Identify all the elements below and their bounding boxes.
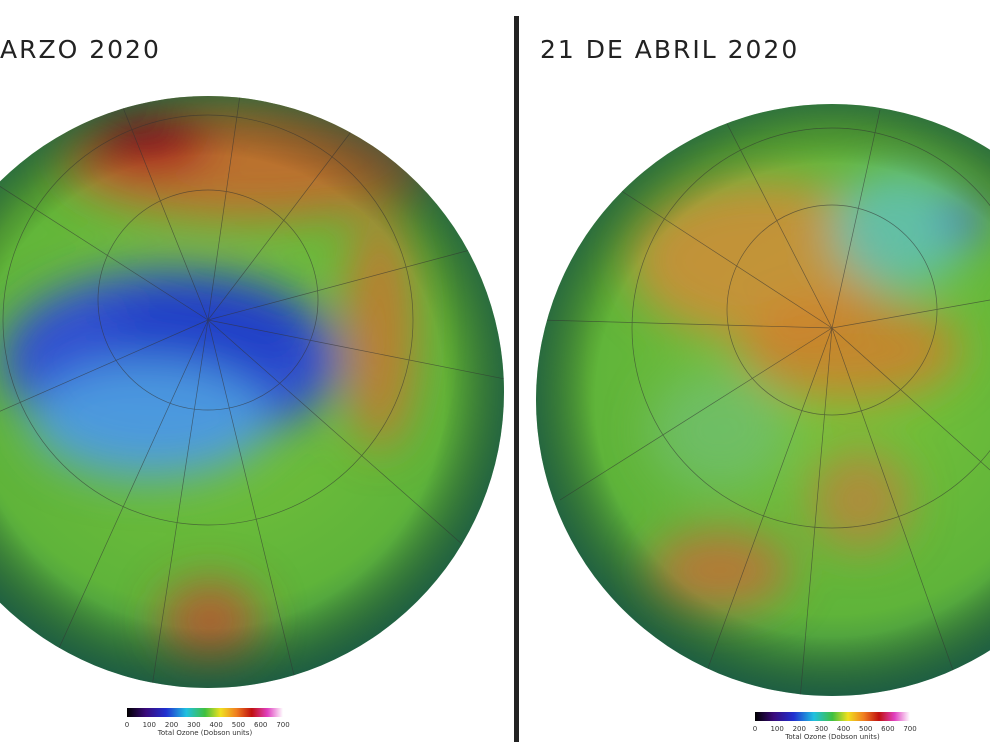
colorbar-tick: 100 [143,721,156,729]
colorbar-tick: 300 [187,721,200,729]
colorbar-tick: 700 [903,725,916,733]
panel-title: 21 DE ABRIL 2020 [540,35,799,64]
colorbar-tick: 600 [254,721,267,729]
colorbar-tick: 700 [276,721,289,729]
colorbar-gradient [755,712,910,721]
colorbar-tick: 400 [209,721,222,729]
colorbar: 0 100 200 300 400 500 600 700 Total Ozone (Dobso… [753,712,917,741]
globe-april [536,104,990,696]
colorbar-label: Total Ozone (Dobson units) [784,733,880,741]
colorbar-tick: 300 [815,725,828,733]
panel-title: ARZO 2020 [0,35,161,64]
divider [514,16,519,742]
colorbar-tick: 0 [125,721,129,729]
colorbar-tick: 100 [770,725,783,733]
colorbar-tick: 200 [165,721,178,729]
colorbar-tick: 0 [753,725,757,733]
colorbar-tick: 200 [793,725,806,733]
colorbar-tick: 400 [837,725,850,733]
colorbar-label: Total Ozone (Dobson units) [157,729,253,737]
globe-march [0,96,504,688]
colorbar-tick: 600 [881,725,894,733]
colorbar-gradient [127,708,283,717]
colorbar: 0 100 200 300 400 500 600 700 Total Ozone (Dobso… [125,708,290,737]
colorbar-tick: 500 [232,721,245,729]
colorbar-tick: 500 [859,725,872,733]
